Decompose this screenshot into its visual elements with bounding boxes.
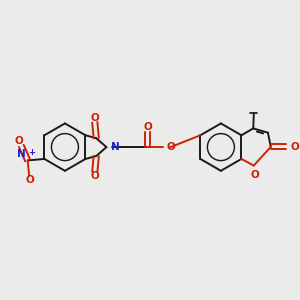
Text: O: O (90, 171, 99, 181)
Text: N: N (17, 149, 26, 159)
Text: +: + (28, 148, 35, 157)
Text: O: O (250, 170, 259, 180)
Text: O: O (14, 136, 23, 146)
Text: O: O (25, 175, 34, 185)
Text: O: O (167, 142, 176, 152)
Text: O: O (291, 142, 299, 152)
Text: O: O (90, 113, 99, 123)
Text: N: N (110, 142, 119, 152)
Text: O: O (143, 122, 152, 132)
